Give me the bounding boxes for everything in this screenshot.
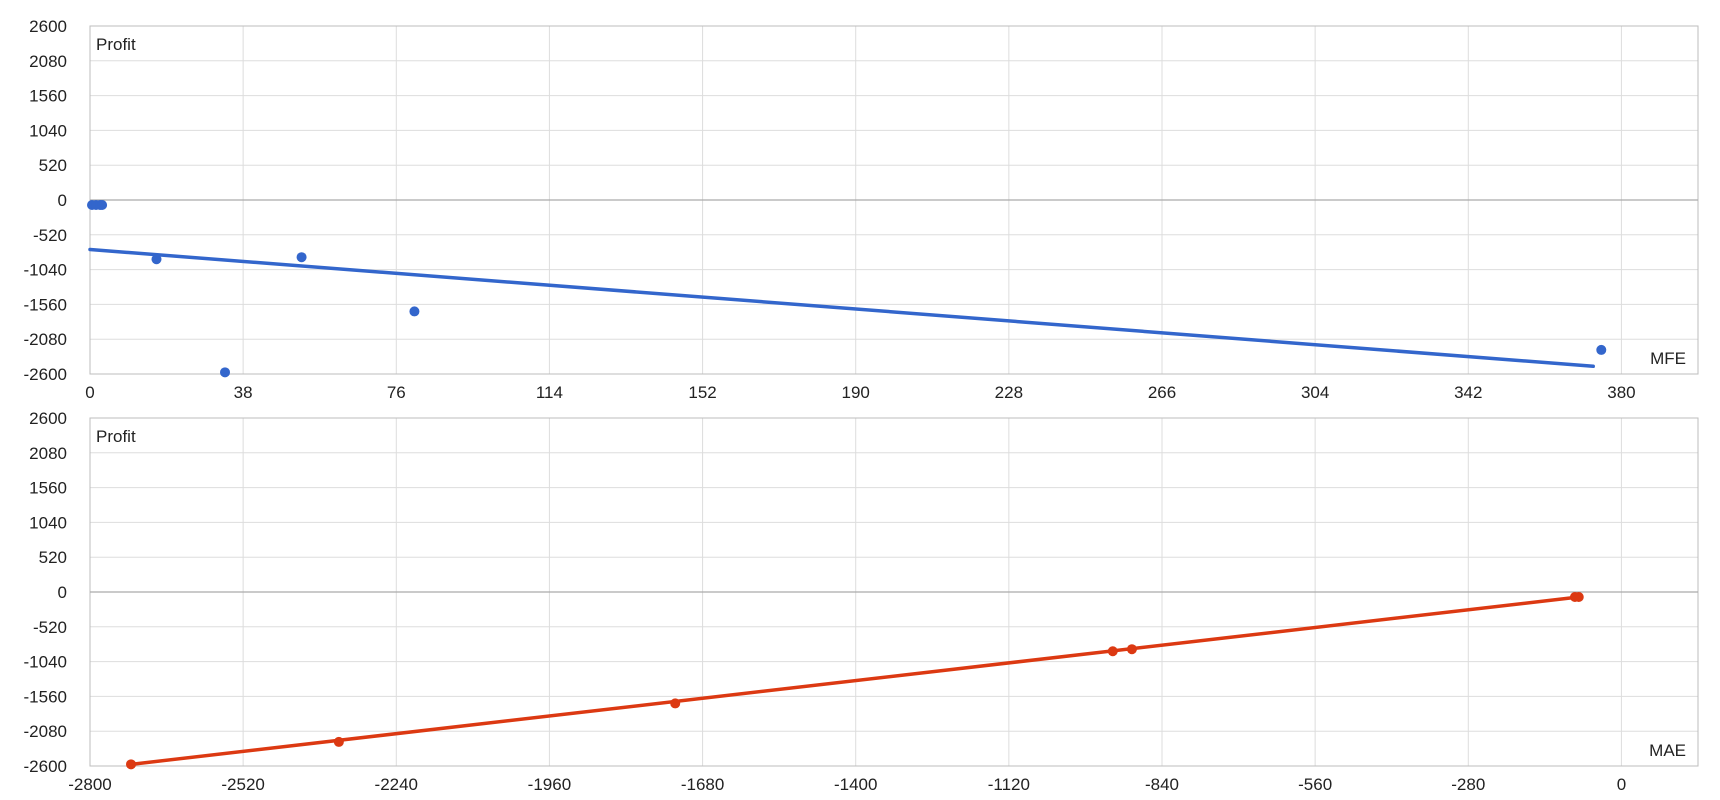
y-tick-label: 520: [39, 548, 67, 567]
y-axis-label: Profit: [96, 427, 136, 446]
x-tick-label: -280: [1451, 775, 1485, 794]
y-tick-label: 1040: [29, 121, 67, 140]
data-point: [126, 759, 137, 770]
x-tick-label: 342: [1454, 383, 1482, 402]
trendline: [88, 247, 1595, 369]
x-tick-label: 114: [536, 383, 563, 402]
data-point: [1126, 644, 1137, 655]
y-tick-label: -2080: [24, 722, 67, 741]
data-point: [1107, 646, 1118, 657]
y-tick-label: 2080: [29, 444, 67, 463]
x-tick-label: 304: [1301, 383, 1329, 402]
data-series: [87, 200, 1607, 378]
data-point: [220, 367, 231, 378]
y-tick-label: 0: [58, 583, 67, 602]
data-point: [409, 306, 420, 317]
y-tick-label: -2600: [24, 365, 67, 384]
y-tick-label: 2600: [29, 409, 67, 428]
y-tick-label: 1560: [29, 479, 67, 498]
data-point: [1573, 592, 1584, 603]
data-point: [1596, 344, 1607, 355]
x-tick-label: -1680: [681, 775, 724, 794]
x-tick-label: 76: [387, 383, 406, 402]
data-point: [670, 698, 681, 709]
y-tick-label: -1040: [24, 653, 67, 672]
data-point: [333, 736, 344, 747]
x-axis-label: MAE: [1649, 741, 1686, 760]
x-tick-label: -2520: [221, 775, 264, 794]
x-tick-label: 0: [85, 383, 94, 402]
y-tick-label: 0: [58, 191, 67, 210]
data-point: [296, 252, 307, 263]
y-tick-label: 1560: [29, 87, 67, 106]
x-tick-label: -1120: [988, 775, 1030, 794]
x-tick-label: -1400: [834, 775, 877, 794]
data-series: [126, 592, 1584, 770]
x-tick-label: 266: [1148, 383, 1176, 402]
y-tick-label: -2600: [24, 757, 67, 776]
tick-labels: 2600 2080 1560 1040 520 0 -520 -1040 -1560 -2080 -…: [24, 17, 1636, 402]
data-point: [151, 254, 162, 265]
x-tick-label: 380: [1607, 383, 1635, 402]
x-tick-label: -560: [1298, 775, 1332, 794]
y-tick-label: -2080: [24, 330, 67, 349]
x-tick-label: -1960: [528, 775, 571, 794]
y-tick-label: 2600: [29, 17, 67, 36]
tick-labels: 2600 2080 1560 1040 520 0 -520 -1040 -1560 -2080 -…: [24, 409, 1627, 794]
x-axis-label: MFE: [1650, 349, 1686, 368]
y-tick-label: 2080: [29, 52, 67, 71]
x-tick-label: -2800: [68, 775, 111, 794]
x-tick-label: -840: [1145, 775, 1179, 794]
y-tick-label: 1040: [29, 513, 67, 532]
x-tick-label: 0: [1617, 775, 1626, 794]
y-axis-label: Profit: [96, 35, 136, 54]
y-tick-label: -520: [33, 618, 67, 637]
x-tick-label: 38: [234, 383, 253, 402]
data-point: [97, 200, 108, 211]
mae-line-panel: 2600 2080 1560 1040 520 0 -520 -1040 -1560 -2080 -…: [24, 409, 1699, 794]
x-tick-label: 152: [688, 383, 716, 402]
y-tick-label: 520: [39, 156, 67, 175]
y-tick-label: -1560: [24, 295, 67, 314]
y-tick-label: -1040: [24, 261, 67, 280]
series-line: [129, 595, 1581, 767]
mfe-scatter-panel: 2600 2080 1560 1040 520 0 -520 -1040 -1560 -2080 -…: [24, 17, 1699, 402]
y-tick-label: -520: [33, 226, 67, 245]
x-tick-label: -2240: [375, 775, 418, 794]
y-tick-label: -1560: [24, 687, 67, 706]
x-tick-label: 190: [842, 383, 870, 402]
x-tick-label: 228: [995, 383, 1023, 402]
